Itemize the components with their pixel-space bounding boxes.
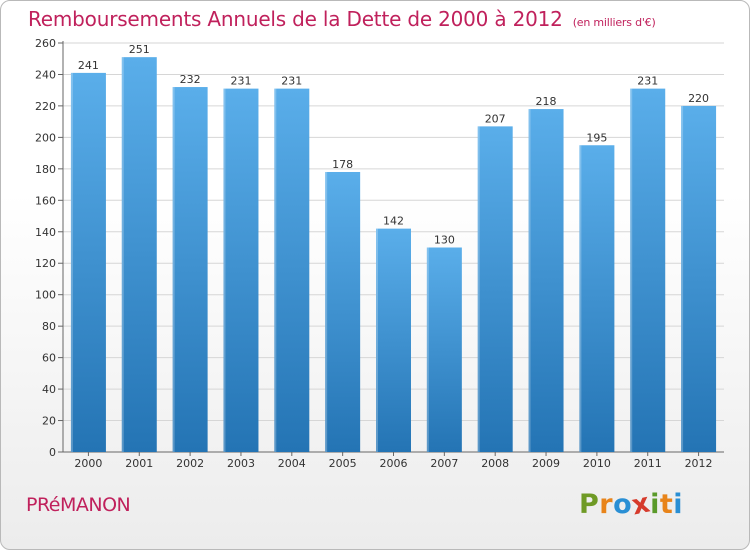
logo-letter: t	[659, 489, 674, 520]
bar-highlight	[426, 247, 429, 452]
y-tick-label: 100	[35, 289, 56, 302]
x-tick-label: 2011	[634, 457, 662, 470]
bar-highlight	[70, 72, 73, 452]
bar-highlight	[477, 126, 480, 452]
x-tick-label: 2009	[532, 457, 560, 470]
data-label: 231	[281, 75, 302, 88]
logo-letter: i	[650, 489, 660, 520]
logo-letter: r	[599, 489, 614, 520]
y-tick-label: 20	[42, 415, 56, 428]
bar-highlight	[376, 228, 378, 452]
logo-letter: P	[579, 489, 600, 520]
bar-highlight	[121, 57, 124, 453]
bar	[579, 145, 615, 452]
tick-labels: 0 20 40 60 80 100 120 140 160 180 200 220 240 260 2000…	[35, 37, 713, 470]
x-tick-label: 2007	[430, 457, 458, 470]
bar-highlight	[325, 171, 328, 452]
x-tick-label: 2010	[583, 457, 611, 470]
bar	[426, 247, 462, 452]
data-label: 231	[230, 75, 251, 88]
y-tick-label: 60	[42, 352, 56, 365]
x-tick-label: 2002	[176, 457, 204, 470]
bar	[630, 88, 666, 452]
y-tick-label: 40	[42, 383, 56, 396]
bar	[223, 88, 259, 452]
bar	[274, 88, 310, 452]
logo-letter: i	[673, 489, 684, 520]
proxiti-logo[interactable]: Proxiti	[579, 487, 684, 521]
data-label: 142	[383, 215, 404, 228]
x-tick-label: 2001	[125, 457, 153, 470]
data-labels: 241 251 232 231 231 178 142 130 207 218 195 231 220	[78, 43, 709, 246]
bar-highlight	[630, 88, 633, 452]
data-label: 251	[129, 43, 150, 56]
y-tick-label: 160	[35, 194, 56, 207]
chart-title: Remboursements Annuels de la Dette de 20…	[28, 7, 656, 31]
chart-title-text: Remboursements Annuels de la Dette de 20…	[28, 7, 563, 31]
bar-highlight	[172, 87, 175, 453]
x-tick-label: 2003	[227, 457, 255, 470]
y-tick-label: 260	[35, 37, 56, 50]
bar	[681, 105, 717, 452]
data-label: 218	[536, 95, 557, 108]
data-label: 178	[332, 158, 353, 171]
x-tick-label: 2012	[685, 457, 713, 470]
chart-subtitle: (en milliers d'€)	[572, 16, 656, 29]
bars	[70, 57, 717, 453]
data-label: 241	[78, 59, 99, 72]
y-tick-label: 120	[35, 257, 56, 270]
x-tick-label: 2005	[329, 457, 357, 470]
x-tick-label: 2004	[278, 457, 306, 470]
x-tick-label: 2008	[481, 457, 509, 470]
town-name: PRéMANON	[26, 494, 131, 516]
x-tick-label: 2006	[380, 457, 408, 470]
x-tick-label: 2000	[74, 457, 102, 470]
bar	[121, 57, 157, 453]
data-label: 232	[180, 73, 201, 86]
y-tick-label: 220	[35, 100, 56, 113]
data-label: 195	[586, 131, 607, 144]
bar	[477, 126, 513, 452]
bar-highlight	[223, 88, 226, 452]
data-label: 130	[434, 234, 455, 247]
y-tick-label: 240	[35, 68, 56, 81]
data-label: 207	[485, 112, 506, 125]
bar-highlight	[579, 145, 582, 452]
y-tick-label: 140	[35, 226, 56, 239]
y-tick-label: 180	[35, 163, 56, 176]
logo-letter: o	[613, 489, 633, 520]
bar	[70, 72, 106, 452]
y-tick-label: 80	[42, 320, 56, 333]
bar-highlight	[274, 88, 277, 452]
bar	[172, 87, 208, 453]
data-label: 220	[688, 92, 709, 105]
bar	[325, 171, 361, 452]
y-tick-label: 0	[49, 446, 56, 459]
bar-highlight	[528, 109, 531, 453]
y-tick-label: 200	[35, 131, 56, 144]
bar	[376, 228, 411, 452]
bar-highlight	[681, 105, 684, 452]
bar	[528, 109, 564, 453]
data-label: 231	[637, 75, 658, 88]
